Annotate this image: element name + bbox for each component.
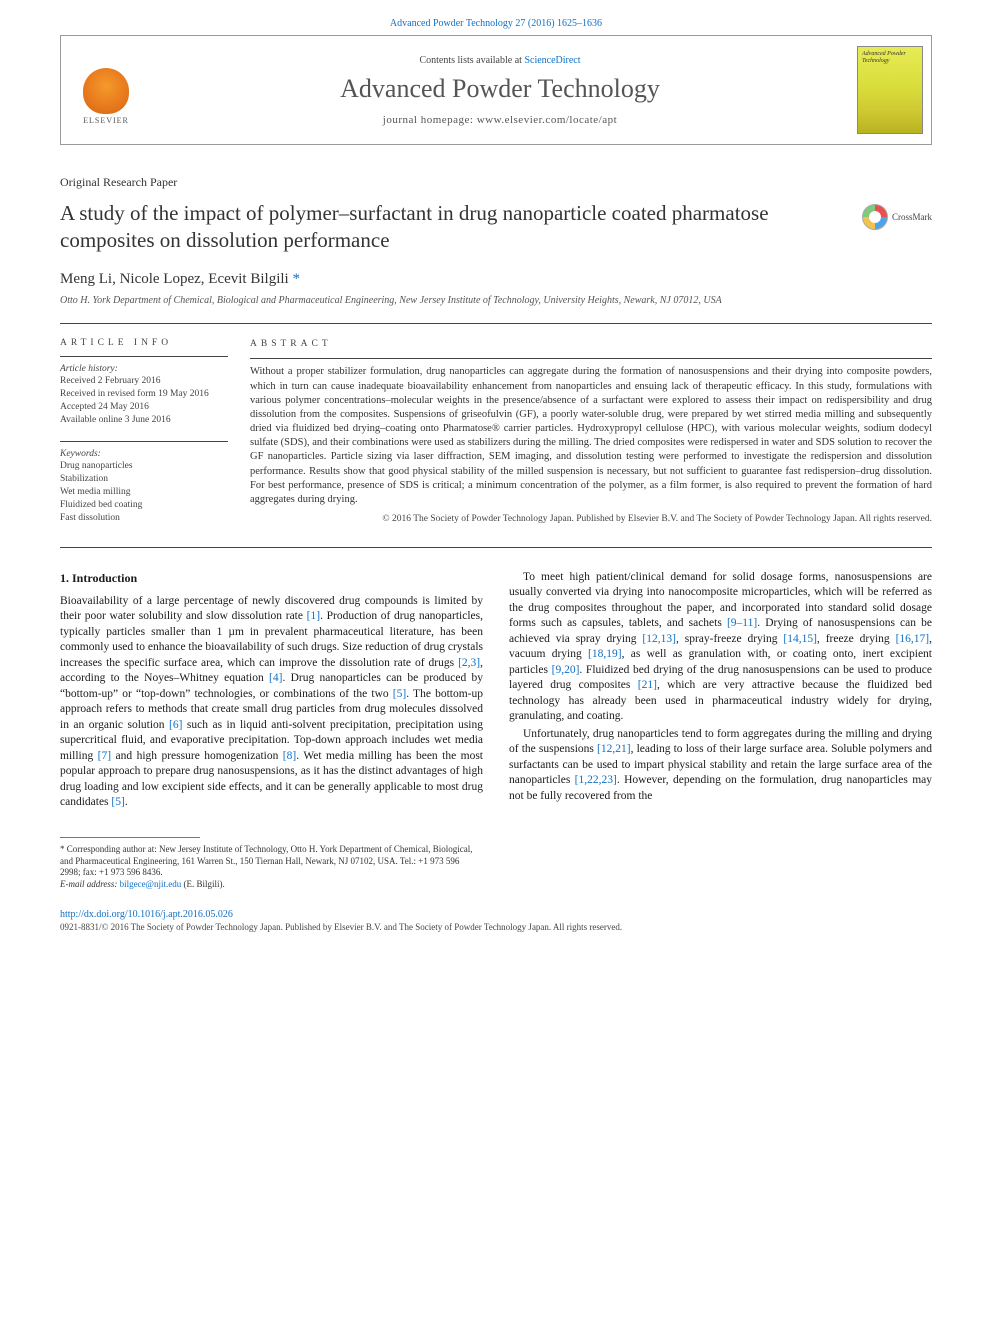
body-two-column: 1. Introduction Bioavailability of a lar… <box>60 570 932 811</box>
article-info-heading: ARTICLE INFO <box>60 338 228 348</box>
info-rule-1 <box>60 356 228 357</box>
history-item: Received in revised form 19 May 2016 <box>60 388 228 401</box>
elsevier-tree-icon <box>83 68 129 114</box>
affiliation-line: Otto H. York Department of Chemical, Bio… <box>60 294 932 307</box>
cite-link[interactable]: [18,19] <box>588 648 622 660</box>
journal-cover-thumb[interactable]: Advanced Powder Technology <box>857 46 923 134</box>
corr-label: * Corresponding author at: <box>60 844 159 854</box>
corresponding-mark-link[interactable]: * <box>292 271 300 287</box>
title-row: A study of the impact of polymer–surfact… <box>60 200 932 255</box>
cite-link[interactable]: [5] <box>111 796 124 808</box>
email-tail: (E. Bilgili). <box>183 879 224 889</box>
cite-link[interactable]: [7] <box>98 750 111 762</box>
journal-header-box: ELSEVIER Contents lists available at Sci… <box>60 35 932 145</box>
email-label: E-mail address: <box>60 879 120 889</box>
info-abstract-row: ARTICLE INFO Article history: Received 2… <box>60 338 932 539</box>
journal-cover-cell: Advanced Powder Technology <box>849 36 931 144</box>
cite-link[interactable]: [6] <box>169 719 182 731</box>
elsevier-wordmark: ELSEVIER <box>83 116 129 125</box>
cite-link[interactable]: [21] <box>638 679 657 691</box>
cite-link[interactable]: [14,15] <box>783 633 817 645</box>
body-paragraph: Bioavailability of a large percentage of… <box>60 594 483 811</box>
cite-link[interactable]: [4] <box>269 672 282 684</box>
contents-prefix: Contents lists available at <box>419 55 524 66</box>
journal-homepage-line: journal homepage: www.elsevier.com/locat… <box>383 114 617 126</box>
history-item: Received 2 February 2016 <box>60 375 228 388</box>
cite-link[interactable]: [5] <box>393 688 406 700</box>
crossmark-badge-wrap[interactable]: CrossMark <box>862 204 932 230</box>
keyword-item: Fluidized bed coating <box>60 499 228 512</box>
abs-rule <box>250 358 932 359</box>
homepage-prefix: journal homepage: <box>383 114 477 126</box>
journal-name: Advanced Powder Technology <box>340 74 660 104</box>
abstract-body: Without a proper stabilizer formulation,… <box>250 365 932 507</box>
body-paragraph: To meet high patient/clinical demand for… <box>509 570 932 725</box>
para-text: and high pressure homogenization <box>111 750 283 762</box>
contents-line: Contents lists available at ScienceDirec… <box>419 55 580 66</box>
authors-text: Meng Li, Nicole Lopez, Ecevit Bilgili <box>60 271 289 287</box>
footer-copyright: 0921-8831/© 2016 The Society of Powder T… <box>60 922 932 932</box>
citation-line: Advanced Powder Technology 27 (2016) 162… <box>60 18 932 29</box>
journal-header-center: Contents lists available at ScienceDirec… <box>151 36 849 144</box>
keyword-item: Drug nanoparticles <box>60 460 228 473</box>
para-text: , spray-freeze drying <box>676 633 783 645</box>
citation-link[interactable]: Advanced Powder Technology 27 (2016) 162… <box>390 18 602 29</box>
info-rule-2 <box>60 441 228 442</box>
cover-thumb-title: Advanced Powder Technology <box>862 51 918 64</box>
paper-type-label: Original Research Paper <box>60 175 932 190</box>
article-info-column: ARTICLE INFO Article history: Received 2… <box>60 338 250 539</box>
sciencedirect-link[interactable]: ScienceDirect <box>524 55 580 66</box>
paper-title: A study of the impact of polymer–surfact… <box>60 200 848 255</box>
keywords-block: Keywords: Drug nanoparticles Stabilizati… <box>60 448 228 525</box>
history-label: Article history: <box>60 363 228 376</box>
keywords-label: Keywords: <box>60 448 228 461</box>
cite-link[interactable]: [1] <box>307 610 320 622</box>
homepage-url[interactable]: www.elsevier.com/locate/apt <box>477 114 617 126</box>
email-link[interactable]: bilgece@njit.edu <box>120 879 182 889</box>
history-item: Available online 3 June 2016 <box>60 414 228 427</box>
abstract-copyright: © 2016 The Society of Powder Technology … <box>250 513 932 525</box>
abstract-heading: ABSTRACT <box>250 338 932 351</box>
cite-link[interactable]: [16,17] <box>896 633 930 645</box>
mid-rule <box>60 547 932 548</box>
keyword-item: Wet media milling <box>60 486 228 499</box>
doi-link[interactable]: http://dx.doi.org/10.1016/j.apt.2016.05.… <box>60 909 233 920</box>
cite-link[interactable]: [1,22,23] <box>575 774 617 786</box>
elsevier-logo[interactable]: ELSEVIER <box>75 55 137 125</box>
corresponding-footnote: * Corresponding author at: New Jersey In… <box>60 844 480 891</box>
top-rule <box>60 323 932 324</box>
body-paragraph: Unfortunately, drug nanoparticles tend t… <box>509 727 932 805</box>
keyword-item: Stabilization <box>60 473 228 486</box>
doi-line: http://dx.doi.org/10.1016/j.apt.2016.05.… <box>60 909 932 920</box>
cite-link[interactable]: [8] <box>283 750 296 762</box>
crossmark-label: CrossMark <box>892 212 932 222</box>
authors-line: Meng Li, Nicole Lopez, Ecevit Bilgili * <box>60 271 932 288</box>
article-history-block: Article history: Received 2 February 201… <box>60 363 228 427</box>
cite-link[interactable]: [12,21] <box>597 743 631 755</box>
section-1-heading: 1. Introduction <box>60 570 483 586</box>
abstract-column: ABSTRACT Without a proper stabilizer for… <box>250 338 932 539</box>
crossmark-icon <box>862 204 888 230</box>
cite-link[interactable]: [9,20] <box>552 664 580 676</box>
publisher-logo-cell: ELSEVIER <box>61 36 151 144</box>
para-text: . <box>125 796 128 808</box>
history-item: Accepted 24 May 2016 <box>60 401 228 414</box>
cite-link[interactable]: [9–11] <box>727 617 757 629</box>
cite-link[interactable]: [2,3] <box>458 657 480 669</box>
cite-link[interactable]: [12,13] <box>642 633 676 645</box>
footnote-rule <box>60 837 200 838</box>
para-text: , freeze drying <box>817 633 896 645</box>
keyword-item: Fast dissolution <box>60 512 228 525</box>
